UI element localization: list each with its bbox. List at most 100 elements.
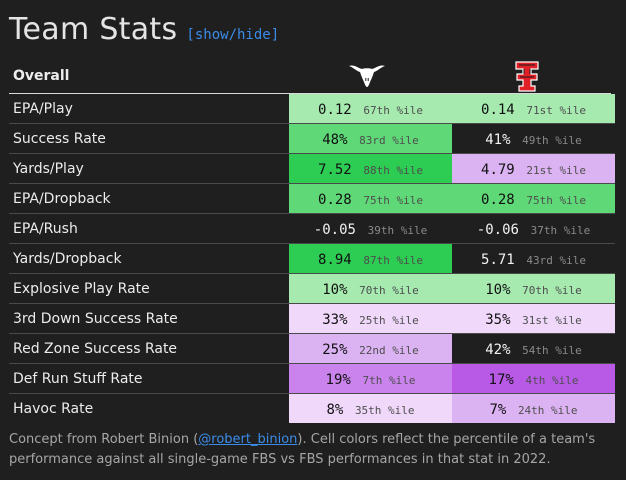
percentile-label: 70th %ile [522, 284, 582, 297]
stat-row: EPA/Dropback 0.28 75th %ile 0.28 75th %ile [9, 183, 615, 214]
stats-table-body: EPA/Play 0.12 67th %ile 0.14 71st %ile Succ… [9, 94, 615, 423]
longhorn-icon [349, 65, 385, 87]
stat-label: 3rd Down Success Rate [9, 303, 289, 334]
team2-value-cell: 4.79 21st %ile [452, 153, 615, 184]
stat-label: Red Zone Success Rate [9, 333, 289, 364]
stat-value: 8% [326, 402, 344, 418]
team2-value-cell: 10% 70th %ile [452, 273, 615, 304]
percentile-label: 7th %ile [362, 374, 416, 387]
stat-value: 25% [322, 342, 348, 358]
page-title: Team Stats [9, 12, 178, 47]
stat-value: 17% [488, 372, 514, 388]
percentile-label: 83rd %ile [359, 134, 419, 147]
team1-value-cell: -0.05 39th %ile [289, 213, 452, 244]
stat-row: Success Rate 48% 83rd %ile 41% 49th %ile [9, 123, 615, 154]
percentile-label: 21st %ile [526, 164, 586, 177]
percentile-label: 75th %ile [363, 194, 423, 207]
stat-value: 0.28 [318, 192, 352, 208]
percentile-label: 22nd %ile [359, 344, 419, 357]
percentile-label: 4th %ile [525, 374, 579, 387]
team2-value-cell: 41% 49th %ile [452, 123, 615, 154]
stat-label: Yards/Dropback [9, 243, 289, 274]
stat-value: 10% [322, 282, 348, 298]
header-divider [9, 93, 611, 94]
stat-value: 0.14 [481, 102, 515, 118]
stat-label: EPA/Dropback [9, 183, 289, 214]
percentile-label: 37th %ile [530, 224, 591, 237]
stat-value: 0.28 [481, 192, 515, 208]
stat-value: 19% [325, 372, 351, 388]
title-row: Team Stats [show/hide] [9, 12, 279, 52]
stat-value: 35% [485, 312, 511, 328]
stat-label: Yards/Play [9, 153, 289, 184]
stat-value: 7.52 [318, 162, 352, 178]
team1-value-cell: 33% 25th %ile [289, 303, 452, 334]
stat-value: -0.05 [313, 222, 356, 238]
stat-row: Havoc Rate 8% 35th %ile 7% 24th %ile [9, 393, 615, 423]
author-link[interactable]: @robert_binion [198, 432, 298, 447]
percentile-label: 54th %ile [522, 344, 582, 357]
team1-value-cell: 0.28 75th %ile [289, 183, 452, 214]
percentile-label: 88th %ile [363, 164, 423, 177]
stat-value: 41% [485, 132, 511, 148]
team2-value-cell: 42% 54th %ile [452, 333, 615, 364]
stat-label: Def Run Stuff Rate [9, 363, 289, 394]
team2-value-cell: -0.06 37th %ile [452, 213, 615, 244]
team1-value-cell: 0.12 67th %ile [289, 94, 452, 124]
team2-value-cell: 17% 4th %ile [452, 363, 615, 394]
stat-label: Success Rate [9, 123, 289, 154]
stat-value: 48% [322, 132, 348, 148]
stats-table: EPA/Play 0.12 67th %ile 0.14 71st %ile Succ… [9, 94, 615, 423]
stat-value: 8.94 [318, 252, 352, 268]
stat-label: EPA/Rush [9, 213, 289, 244]
percentile-label: 35th %ile [354, 404, 415, 417]
stat-value: 4.79 [481, 162, 515, 178]
team1-value-cell: 10% 70th %ile [289, 273, 452, 304]
percentile-label: 49th %ile [522, 134, 582, 147]
team1-value-cell: 48% 83rd %ile [289, 123, 452, 154]
percentile-label: 39th %ile [367, 224, 428, 237]
percentile-label: 43rd %ile [526, 254, 586, 267]
stat-row: EPA/Rush -0.05 39th %ile -0.06 37th %ile [9, 213, 615, 244]
footnote-prefix: Concept from Robert Binion ( [9, 432, 199, 447]
stat-row: 3rd Down Success Rate 33% 25th %ile 35% 31… [9, 303, 615, 334]
percentile-label: 70th %ile [359, 284, 419, 297]
stat-label: Explosive Play Rate [9, 273, 289, 304]
stat-value: -0.06 [476, 222, 519, 238]
stat-label: Havoc Rate [13, 400, 94, 417]
footnote: Concept from Robert Binion (@robert_bini… [9, 430, 619, 470]
percentile-label: 71st %ile [526, 104, 586, 117]
percentile-label: 25th %ile [359, 314, 419, 327]
stat-row: Yards/Play 7.52 88th %ile 4.79 21st %ile [9, 153, 615, 184]
team2-value-cell: 5.71 43rd %ile [452, 243, 615, 274]
stat-value: 42% [485, 342, 511, 358]
team1-value-cell: 8.94 87th %ile [289, 243, 452, 274]
show-hide-toggle[interactable]: [show/hide] [186, 27, 280, 43]
team1-value-cell: 7.52 88th %ile [289, 153, 452, 184]
footnote-suffix: ). Cell colors reflect the percentile of… [9, 432, 596, 467]
double-t-icon [515, 61, 539, 92]
percentile-label: 87th %ile [363, 254, 423, 267]
stat-row: Yards/Dropback 8.94 87th %ile 5.71 43rd %i… [9, 243, 615, 274]
percentile-label: 31st %ile [522, 314, 582, 327]
percentile-label: 75th %ile [526, 194, 586, 207]
team1-value-cell: 19% 7th %ile [289, 363, 452, 394]
stat-row: Def Run Stuff Rate 19% 7th %ile 17% 4th %i… [9, 363, 615, 394]
percentile-label: 67th %ile [363, 104, 423, 117]
stat-label: EPA/Play [9, 94, 289, 124]
stat-row: Explosive Play Rate 10% 70th %ile 10% 70th… [9, 273, 615, 304]
stat-value: 33% [322, 312, 348, 328]
stat-value: 10% [485, 282, 511, 298]
stat-row: Red Zone Success Rate 25% 22nd %ile 42% 54… [9, 333, 615, 364]
stat-value: 7% [489, 402, 507, 418]
team1-value-cell: 25% 22nd %ile [289, 333, 452, 364]
percentile-label: 24th %ile [517, 404, 578, 417]
stat-row: EPA/Play 0.12 67th %ile 0.14 71st %ile [9, 94, 615, 124]
overall-label: Overall [13, 68, 70, 84]
team2-value-cell: 0.28 75th %ile [452, 183, 615, 214]
team2-value-cell: 35% 31st %ile [452, 303, 615, 334]
table-header: Overall [9, 60, 611, 93]
stat-value: 0.12 [318, 102, 352, 118]
team2-value-cell: 7% 24th %ile [452, 393, 615, 423]
